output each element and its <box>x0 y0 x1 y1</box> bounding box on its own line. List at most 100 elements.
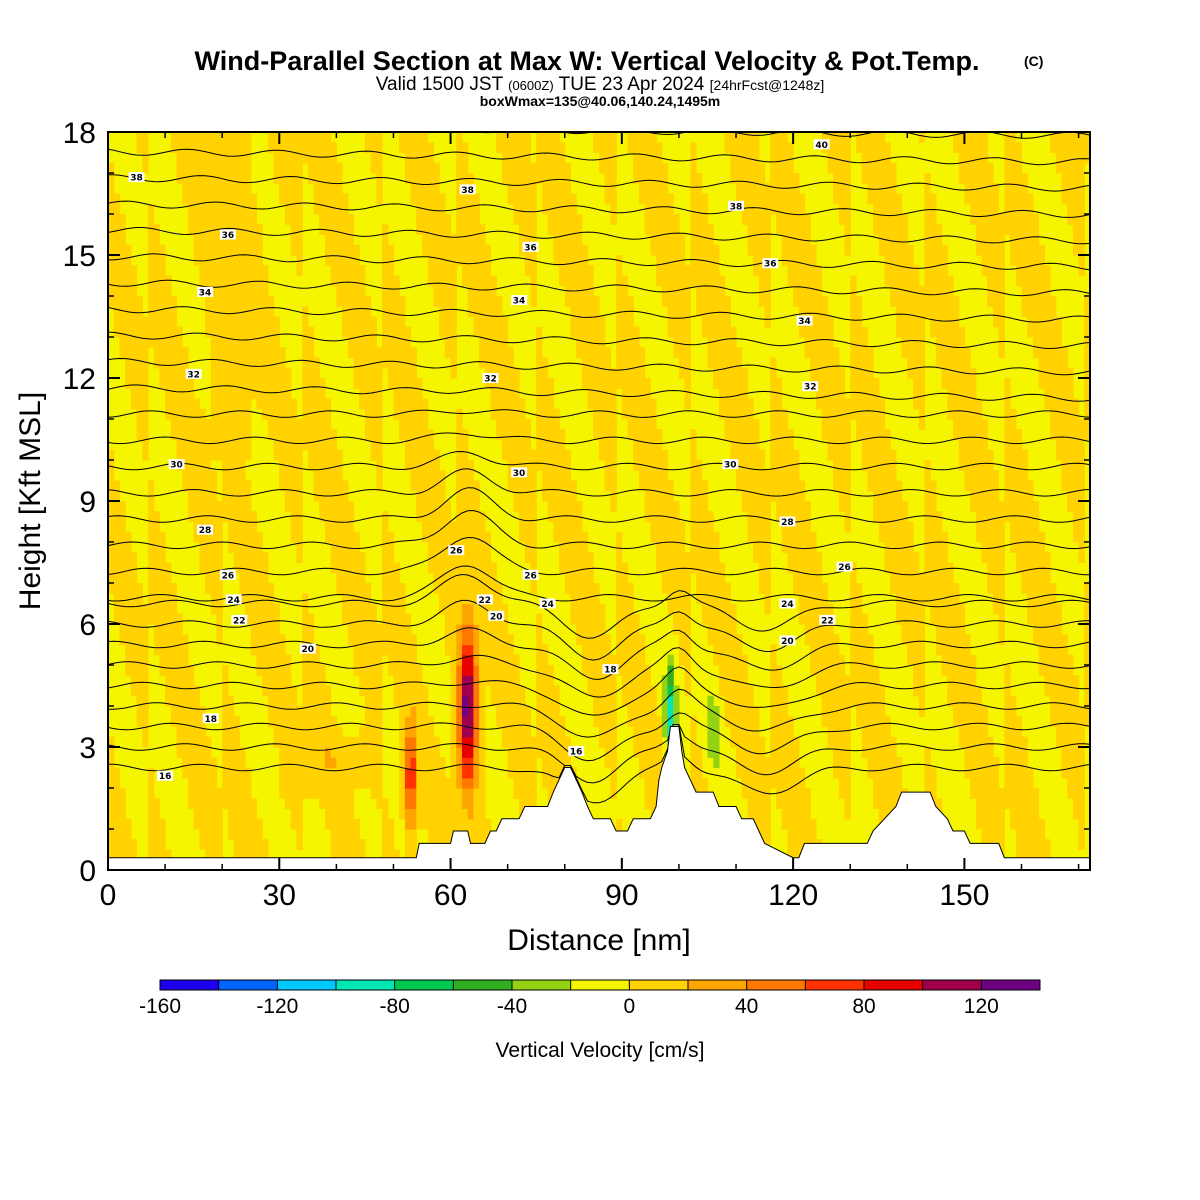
velocity-cell <box>638 132 646 205</box>
velocity-cell <box>433 449 440 594</box>
contour-label-bg <box>522 241 539 252</box>
contour-label-bg <box>602 664 619 675</box>
velocity-cell <box>461 603 469 625</box>
x-tick-label: 0 <box>100 879 117 912</box>
velocity-cell <box>467 757 474 779</box>
colorbar-swatch <box>922 980 982 990</box>
contour-label: 38 <box>130 174 143 184</box>
velocity-cell <box>918 572 926 717</box>
velocity-cell <box>1010 132 1017 266</box>
velocity-cell <box>410 706 417 738</box>
velocity-cell <box>136 583 143 728</box>
colorbar-swatch <box>864 980 924 990</box>
subtitle-utc: (0600Z) <box>508 78 554 93</box>
theta-contour-35 <box>108 279 1090 297</box>
velocity-cell <box>975 132 983 256</box>
velocity-cell <box>422 685 429 830</box>
theta-contour-28 <box>108 450 1090 471</box>
velocity-cell <box>621 275 629 420</box>
velocity-cell <box>952 583 960 728</box>
velocity-cell <box>1084 583 1090 728</box>
velocity-cell <box>1055 316 1063 461</box>
velocity-cell <box>496 296 503 441</box>
chart-subtitle-box: boxWmax=135@40.06,140.24,1495m <box>480 93 721 109</box>
velocity-cell <box>718 275 726 420</box>
velocity-cell <box>404 613 412 717</box>
contour-label-bg <box>779 635 796 646</box>
contour-label: 22 <box>479 596 492 606</box>
velocity-cell <box>147 480 155 625</box>
colorbar-swatch <box>453 980 513 990</box>
colorbar-swatch <box>336 980 396 990</box>
contour-label: 20 <box>302 645 315 655</box>
velocity-cell <box>890 736 897 870</box>
velocity-cell <box>404 716 412 738</box>
velocity-cell <box>210 757 218 870</box>
velocity-cell <box>867 634 874 779</box>
velocity-cell <box>890 449 897 594</box>
velocity-cell <box>890 162 897 307</box>
velocity-cell <box>479 224 486 369</box>
velocity-cell <box>387 818 395 870</box>
velocity-cell <box>456 132 463 266</box>
contour-label-bg <box>448 545 465 556</box>
velocity-cell <box>1015 716 1023 861</box>
theta-contour-24 <box>108 536 1090 576</box>
velocity-cell <box>1084 132 1090 164</box>
theta-contour-27 <box>108 468 1090 497</box>
velocity-cell <box>473 193 480 338</box>
velocity-cell <box>501 132 509 184</box>
contour-label-bg <box>813 139 830 150</box>
velocity-cell <box>758 449 766 594</box>
velocity-cell <box>524 132 532 277</box>
velocity-cell <box>216 501 223 646</box>
contour-label: 16 <box>570 748 583 758</box>
velocity-cell <box>798 193 806 338</box>
velocity-cell <box>730 326 737 461</box>
velocity-cell <box>1072 675 1080 820</box>
velocity-cell <box>153 224 160 369</box>
velocity-cell <box>884 142 891 287</box>
velocity-cell <box>958 326 965 471</box>
velocity-cell <box>262 265 269 420</box>
velocity-cell <box>1038 818 1045 870</box>
velocity-cell <box>267 296 275 441</box>
velocity-cell <box>873 378 880 523</box>
velocity-cell <box>239 747 246 870</box>
velocity-cell <box>1021 449 1028 594</box>
theta-contour-18 <box>108 666 1090 716</box>
contour-label-bg <box>762 258 779 269</box>
contour-label: 30 <box>513 469 526 479</box>
velocity-cell <box>815 265 823 410</box>
colorbar-swatch <box>512 980 572 990</box>
velocity-cell <box>296 132 303 277</box>
velocity-cell <box>302 593 309 799</box>
velocity-cell <box>439 193 446 338</box>
velocity-cell <box>958 132 965 184</box>
velocity-cell <box>182 132 189 205</box>
contour-label: 24 <box>227 596 240 606</box>
velocity-cell <box>364 583 372 789</box>
contour-label-bg <box>128 172 145 183</box>
velocity-cell <box>456 747 463 789</box>
velocity-cell <box>599 132 606 174</box>
contour-label: 26 <box>524 571 537 581</box>
velocity-cell <box>1027 767 1034 870</box>
velocity-cell <box>342 480 349 625</box>
velocity-cell <box>661 449 669 594</box>
velocity-cell <box>736 132 743 205</box>
velocity-cell <box>753 706 760 851</box>
contour-label: 30 <box>170 461 183 471</box>
velocity-cell <box>250 511 258 656</box>
contour-label: 26 <box>450 547 463 557</box>
velocity-cell <box>987 162 994 307</box>
velocity-cell <box>125 244 132 389</box>
velocity-cell <box>130 552 138 697</box>
velocity-cell <box>815 552 823 697</box>
velocity-cell <box>947 275 954 420</box>
velocity-cell <box>1078 706 1085 851</box>
velocity-cell <box>667 665 674 687</box>
velocity-cell <box>684 265 691 410</box>
theta-contour-34 <box>108 306 1090 323</box>
